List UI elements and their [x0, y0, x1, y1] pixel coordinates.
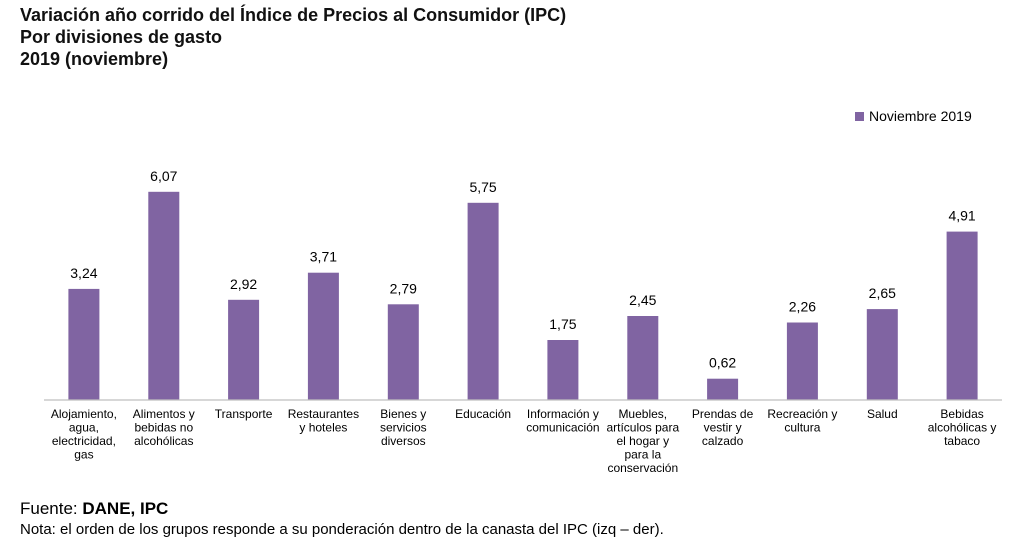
- category-label: Alojamiento, agua, electricidad, gas: [51, 407, 117, 462]
- bar: [547, 340, 579, 400]
- category-label: Información y comunicación: [526, 407, 599, 435]
- bar: [946, 231, 978, 400]
- category-label: Restaurantes y hoteles: [288, 407, 359, 435]
- data-label: 5,75: [469, 179, 496, 195]
- chart-title: Variación año corrido del Índice de Prec…: [20, 5, 567, 25]
- source-line: Fuente: DANE, IPC: [20, 498, 664, 520]
- data-label: 2,79: [390, 280, 417, 296]
- bar: [387, 304, 419, 400]
- bar: [786, 322, 818, 400]
- data-label: 4,91: [948, 208, 975, 224]
- chart-title-block: Variación año corrido del Índice de Prec…: [20, 4, 566, 70]
- data-label: 2,26: [789, 299, 816, 315]
- chart-period: 2019 (noviembre): [20, 49, 169, 69]
- data-label: 6,07: [150, 168, 177, 184]
- data-label: 1,75: [549, 316, 576, 332]
- bar: [68, 288, 100, 400]
- data-label: 2,65: [869, 285, 896, 301]
- bar: [148, 191, 180, 400]
- source-name: DANE, IPC: [82, 499, 169, 518]
- legend-label: Noviembre 2019: [869, 108, 972, 124]
- category-label: Prendas de vestir y calzado: [692, 407, 754, 448]
- bar-chart: 3,24 Alojamiento, agua, electricidad, gas 6,0…: [44, 168, 1002, 475]
- legend-swatch: [855, 111, 864, 121]
- bar: [467, 202, 499, 400]
- category-label: Alimentos y bebidas no alcohólicas: [133, 407, 195, 448]
- category-label: Transporte: [215, 407, 273, 421]
- data-label: 2,45: [629, 292, 656, 308]
- bar: [627, 316, 659, 400]
- category-label: Bebidas alcohólicas y tabaco: [928, 407, 997, 448]
- bar: [307, 272, 339, 400]
- category-label: Recreación y cultura: [767, 407, 837, 435]
- category-label: Educación: [455, 407, 511, 421]
- data-label: 2,92: [230, 276, 257, 292]
- category-label: Bienes y servicios diversos: [380, 407, 427, 448]
- bar: [866, 309, 898, 400]
- data-label: 3,71: [310, 249, 337, 265]
- bar: [228, 299, 260, 400]
- chart-footer: Fuente: DANE, IPC Nota: el orden de los …: [20, 498, 664, 540]
- data-label: 0,62: [709, 355, 736, 371]
- data-label: 3,24: [70, 265, 97, 281]
- bar: [707, 378, 739, 400]
- chart-subtitle: Por divisiones de gasto: [20, 27, 223, 47]
- footnote: Nota: el orden de los grupos responde a …: [20, 521, 664, 538]
- category-label: Muebles, artículos para el hogar y para la c…: [606, 407, 679, 475]
- chart-legend: Noviembre 2019: [855, 108, 972, 124]
- category-label: Salud: [867, 407, 898, 421]
- source-prefix: Fuente:: [20, 499, 83, 518]
